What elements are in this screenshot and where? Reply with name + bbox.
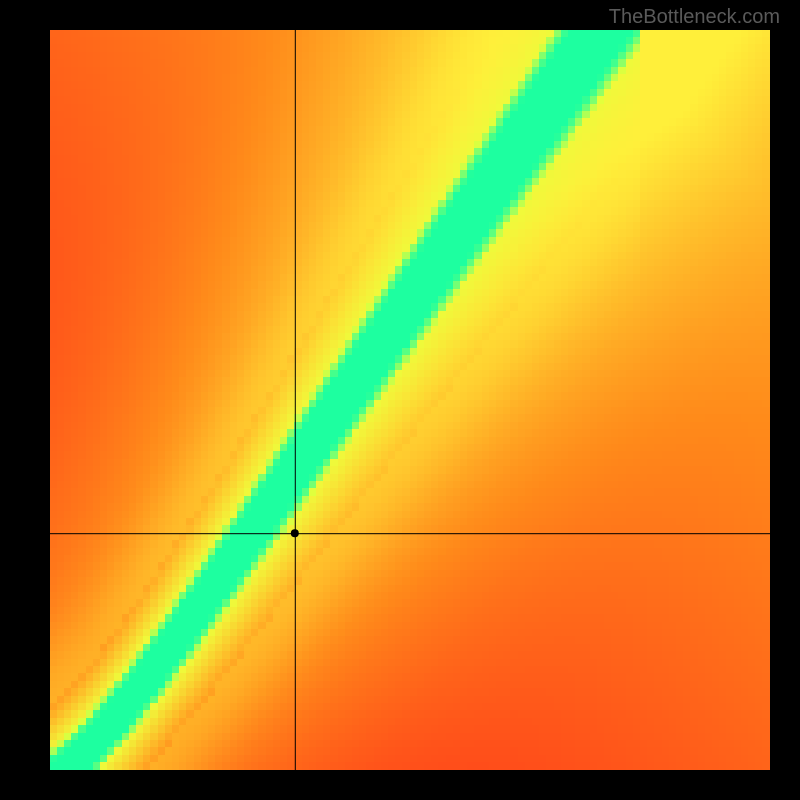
bottleneck-heatmap xyxy=(50,30,770,770)
watermark-text: TheBottleneck.com xyxy=(609,6,780,29)
